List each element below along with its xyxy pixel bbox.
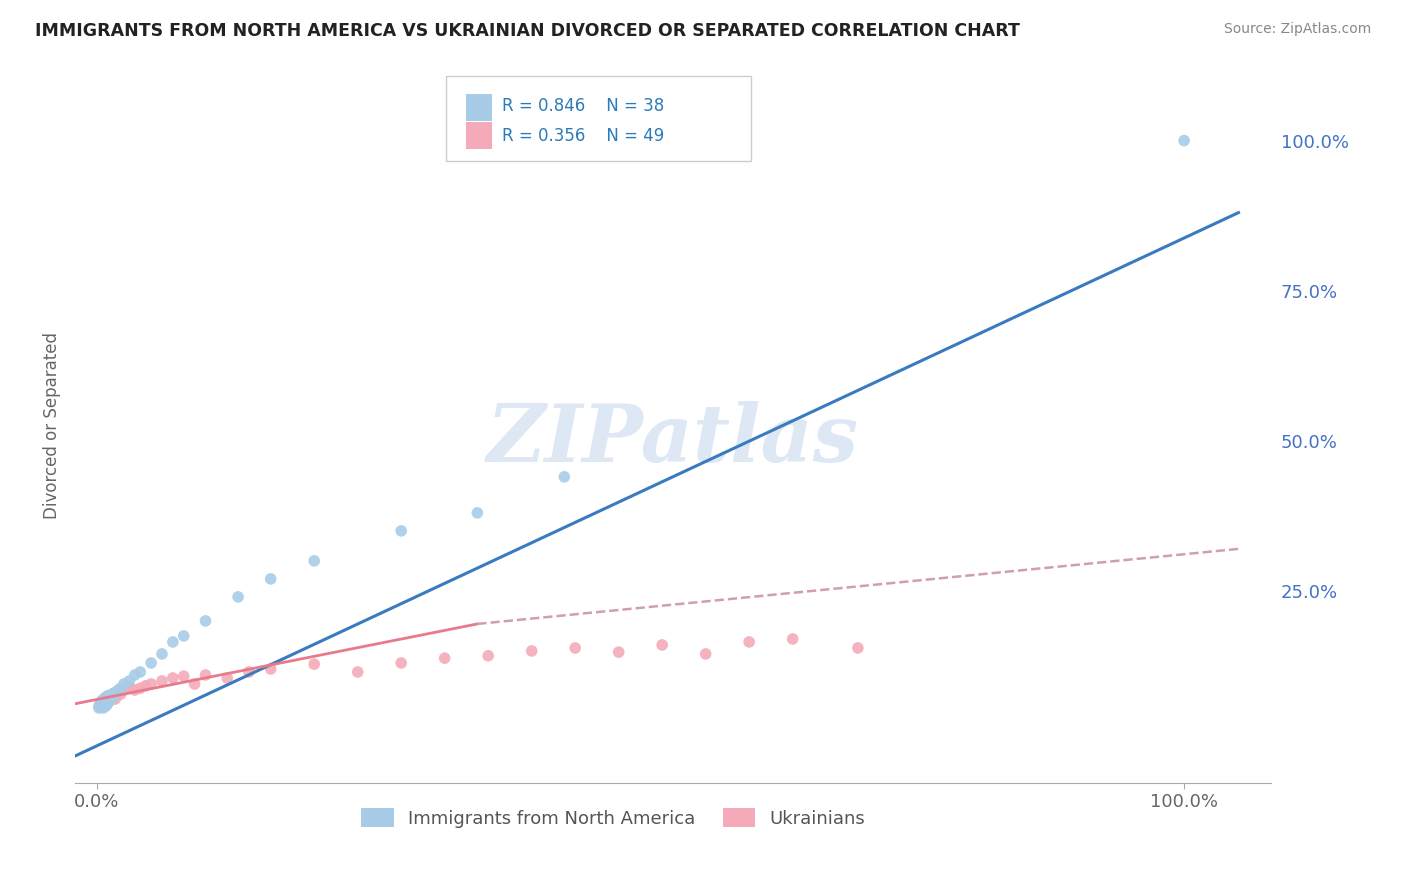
- FancyBboxPatch shape: [467, 94, 492, 120]
- Point: [105, 685, 128, 699]
- Point: [135, 679, 157, 693]
- Point: [433, 651, 456, 665]
- Point: [96, 698, 118, 712]
- Point: [90, 699, 112, 714]
- Point: [139, 677, 162, 691]
- Point: [607, 645, 630, 659]
- Point: [150, 647, 173, 661]
- Point: [101, 690, 124, 705]
- Point: [129, 665, 152, 679]
- Point: [238, 665, 260, 679]
- Point: [94, 697, 117, 711]
- Point: [94, 690, 117, 705]
- Point: [91, 693, 114, 707]
- Point: [89, 698, 111, 712]
- Point: [183, 677, 205, 691]
- Point: [564, 640, 586, 655]
- Point: [782, 632, 804, 646]
- Point: [97, 693, 120, 707]
- Text: R = 0.846    N = 38: R = 0.846 N = 38: [502, 97, 664, 115]
- Point: [260, 572, 283, 586]
- FancyBboxPatch shape: [446, 76, 751, 161]
- Point: [118, 680, 141, 694]
- Text: R = 0.356    N = 49: R = 0.356 N = 49: [502, 128, 664, 145]
- Point: [110, 681, 132, 695]
- Point: [194, 668, 217, 682]
- Point: [553, 470, 575, 484]
- Point: [98, 692, 121, 706]
- Point: [139, 656, 162, 670]
- Point: [93, 693, 115, 707]
- Point: [97, 689, 120, 703]
- Point: [104, 687, 127, 701]
- Point: [465, 506, 488, 520]
- Point: [97, 689, 120, 703]
- Point: [101, 689, 124, 703]
- Point: [115, 681, 138, 695]
- Point: [162, 635, 184, 649]
- Point: [346, 665, 368, 679]
- Point: [100, 693, 122, 707]
- Point: [91, 697, 114, 711]
- Point: [217, 671, 239, 685]
- Point: [101, 689, 124, 703]
- Text: IMMIGRANTS FROM NORTH AMERICA VS UKRAINIAN DIVORCED OR SEPARATED CORRELATION CHA: IMMIGRANTS FROM NORTH AMERICA VS UKRAINI…: [35, 22, 1019, 40]
- Text: Source: ZipAtlas.com: Source: ZipAtlas.com: [1223, 22, 1371, 37]
- Point: [302, 657, 325, 672]
- Point: [173, 669, 195, 683]
- Point: [520, 644, 543, 658]
- Point: [91, 701, 114, 715]
- Point: [98, 690, 121, 705]
- Point: [112, 677, 135, 691]
- Point: [389, 656, 412, 670]
- Point: [103, 687, 125, 701]
- Point: [97, 695, 120, 709]
- Point: [695, 647, 717, 661]
- Point: [104, 692, 127, 706]
- Point: [94, 690, 117, 705]
- Point: [651, 638, 673, 652]
- Point: [87, 701, 110, 715]
- Point: [194, 614, 217, 628]
- Point: [738, 635, 761, 649]
- Point: [477, 648, 499, 663]
- Point: [103, 686, 125, 700]
- Point: [91, 699, 114, 714]
- Y-axis label: Divorced or Separated: Divorced or Separated: [44, 333, 60, 519]
- Point: [846, 640, 869, 655]
- Point: [97, 693, 120, 707]
- Point: [97, 695, 120, 709]
- Point: [87, 699, 110, 714]
- Point: [110, 687, 132, 701]
- Point: [91, 695, 114, 709]
- Point: [389, 524, 412, 538]
- Point: [107, 683, 129, 698]
- Point: [94, 699, 117, 714]
- Point: [162, 671, 184, 685]
- Point: [107, 685, 129, 699]
- Point: [96, 698, 118, 712]
- Point: [150, 673, 173, 688]
- Point: [226, 590, 249, 604]
- Point: [124, 683, 146, 698]
- Point: [112, 683, 135, 698]
- Point: [93, 695, 115, 709]
- Point: [124, 668, 146, 682]
- Point: [129, 681, 152, 695]
- Point: [118, 673, 141, 688]
- Point: [173, 629, 195, 643]
- Point: [101, 687, 124, 701]
- Point: [302, 554, 325, 568]
- Point: [105, 686, 128, 700]
- Legend: Immigrants from North America, Ukrainians: Immigrants from North America, Ukrainian…: [354, 801, 873, 835]
- Point: [1173, 134, 1195, 148]
- Point: [89, 697, 111, 711]
- Point: [260, 662, 283, 676]
- Point: [100, 692, 122, 706]
- Point: [90, 698, 112, 712]
- Text: ZIPatlas: ZIPatlas: [486, 401, 859, 479]
- FancyBboxPatch shape: [467, 122, 492, 149]
